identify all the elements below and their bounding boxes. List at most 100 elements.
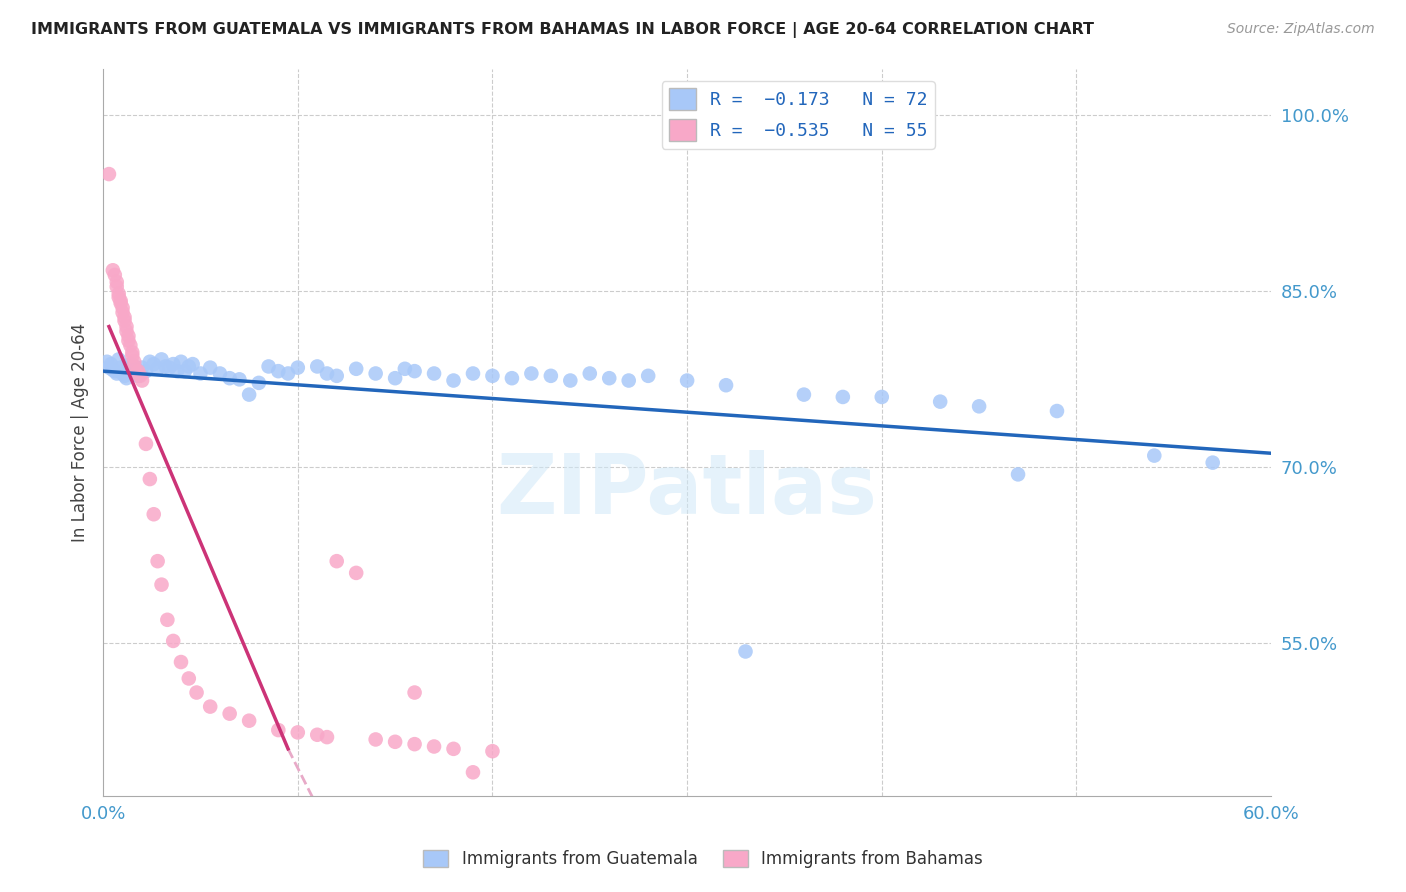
Point	[714, 378, 737, 392]
Point	[155, 359, 177, 374]
Point	[870, 390, 893, 404]
Point	[100, 357, 122, 371]
Point	[1202, 456, 1225, 470]
Point	[481, 368, 503, 383]
Point	[105, 275, 128, 289]
Point	[344, 361, 367, 376]
Point	[150, 352, 173, 367]
Text: IMMIGRANTS FROM GUATEMALA VS IMMIGRANTS FROM BAHAMAS IN LABOR FORCE | AGE 20-64 : IMMIGRANTS FROM GUATEMALA VS IMMIGRANTS …	[31, 22, 1094, 38]
Point	[117, 329, 139, 343]
Point	[384, 371, 406, 385]
Point	[107, 290, 129, 304]
Point	[120, 338, 142, 352]
Point	[117, 334, 139, 348]
Text: Source: ZipAtlas.com: Source: ZipAtlas.com	[1227, 22, 1375, 37]
Point	[142, 357, 165, 371]
Point	[115, 371, 138, 385]
Legend: R =  −0.173   N = 72, R =  −0.535   N = 55: R = −0.173 N = 72, R = −0.535 N = 55	[662, 81, 935, 149]
Point	[120, 357, 142, 371]
Point	[107, 286, 129, 301]
Point	[114, 314, 136, 328]
Point	[110, 296, 132, 310]
Point	[98, 167, 121, 181]
Point	[443, 742, 465, 756]
Point	[394, 361, 416, 376]
Point	[135, 364, 157, 378]
Point	[238, 387, 260, 401]
Point	[228, 372, 250, 386]
Point	[115, 324, 138, 338]
Point	[676, 374, 699, 388]
Point	[127, 368, 149, 383]
Point	[423, 739, 446, 754]
Point	[443, 374, 465, 388]
Point	[578, 367, 600, 381]
Point	[177, 672, 200, 686]
Y-axis label: In Labor Force | Age 20-64: In Labor Force | Age 20-64	[72, 323, 89, 541]
Point	[929, 394, 952, 409]
Point	[104, 364, 127, 378]
Point	[129, 368, 152, 383]
Point	[267, 364, 290, 378]
Point	[218, 371, 240, 385]
Point	[501, 371, 523, 385]
Point	[793, 387, 815, 401]
Point	[101, 363, 124, 377]
Point	[307, 359, 329, 374]
Point	[1007, 467, 1029, 482]
Point	[125, 361, 148, 376]
Point	[114, 310, 136, 325]
Point	[111, 367, 134, 381]
Point	[96, 355, 118, 369]
Point	[150, 577, 173, 591]
Point	[967, 400, 990, 414]
Point	[404, 364, 426, 378]
Point	[162, 634, 184, 648]
Point	[344, 566, 367, 580]
Point	[125, 367, 148, 381]
Point	[173, 364, 195, 378]
Point	[364, 732, 387, 747]
Point	[110, 360, 132, 375]
Point	[157, 360, 180, 375]
Point	[124, 359, 146, 374]
Point	[384, 735, 406, 749]
Point	[404, 685, 426, 699]
Point	[637, 368, 659, 383]
Point	[127, 364, 149, 378]
Point	[170, 355, 193, 369]
Point	[156, 613, 179, 627]
Point	[121, 349, 143, 363]
Text: ZIPatlas: ZIPatlas	[496, 450, 877, 531]
Point	[617, 374, 640, 388]
Point	[111, 301, 134, 315]
Point	[307, 728, 329, 742]
Point	[257, 359, 280, 374]
Point	[1143, 449, 1166, 463]
Point	[98, 360, 121, 375]
Point	[208, 367, 231, 381]
Point	[131, 360, 153, 375]
Point	[481, 744, 503, 758]
Point	[115, 319, 138, 334]
Point	[124, 359, 146, 374]
Point	[247, 376, 270, 390]
Point	[162, 357, 184, 371]
Point	[121, 345, 143, 359]
Point	[114, 368, 136, 383]
Point	[316, 730, 339, 744]
Point	[107, 352, 129, 367]
Point	[181, 357, 204, 371]
Point	[560, 374, 582, 388]
Point	[111, 305, 134, 319]
Point	[117, 360, 139, 375]
Point	[831, 390, 853, 404]
Point	[101, 263, 124, 277]
Point	[135, 437, 157, 451]
Point	[124, 355, 146, 369]
Point	[166, 364, 188, 378]
Point	[316, 367, 339, 381]
Point	[198, 360, 221, 375]
Point	[277, 367, 299, 381]
Point	[520, 367, 543, 381]
